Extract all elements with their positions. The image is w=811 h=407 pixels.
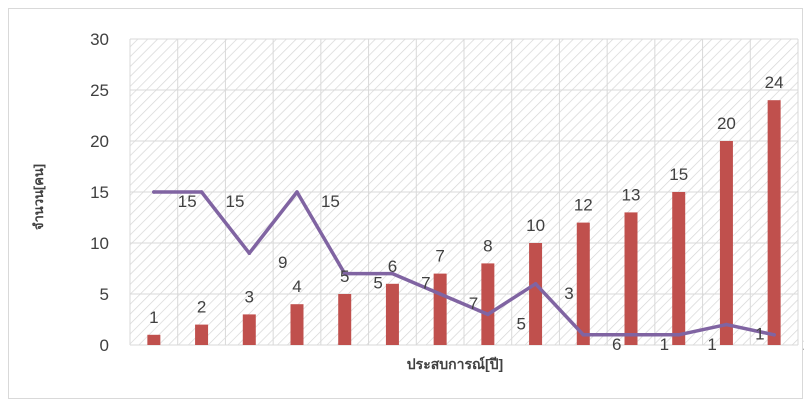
bar-data-label: 8 [483, 236, 492, 255]
line-data-label: 3 [564, 284, 573, 303]
bar [195, 324, 209, 345]
line-point [629, 333, 633, 337]
bar-data-label: 13 [622, 185, 641, 204]
bar [147, 334, 161, 345]
line-data-label: 6 [612, 335, 621, 354]
line-data-label: 2 [803, 335, 804, 354]
bar [290, 304, 304, 345]
line-data-label: 15 [226, 192, 245, 211]
line-data-label: 15 [178, 192, 197, 211]
line-point [152, 190, 156, 194]
bar [719, 141, 733, 345]
line-point [342, 271, 347, 276]
line-point [581, 333, 586, 337]
bar-data-label: 4 [292, 277, 301, 296]
chart-frame: 0 5 10 15 20 25 30 1 2 3 4 5 6 7 8 10 12 13 15 20 24 15 15 9 1… [8, 8, 811, 399]
line-point [295, 190, 299, 194]
line-series [152, 190, 776, 337]
bar [481, 263, 495, 345]
bar [242, 314, 256, 345]
line-point [390, 271, 395, 276]
line-data-label: 7 [469, 294, 478, 313]
y-tick-label: 20 [90, 132, 109, 151]
bar-data-label: 1 [149, 308, 158, 327]
line-point [438, 292, 442, 296]
line-data-label: 15 [321, 192, 340, 211]
line-data-labels: 151591557753611121 [178, 192, 811, 354]
bar-data-label: 2 [197, 298, 206, 317]
y-tick-label: 0 [100, 336, 109, 355]
bar-data-label: 7 [435, 247, 444, 266]
y-tick-label: 10 [90, 234, 109, 253]
y-tick-label: 30 [90, 30, 109, 49]
bar [385, 283, 399, 345]
line-data-label: 7 [421, 274, 430, 293]
line-data-label: 9 [278, 253, 287, 272]
bar-data-label: 20 [717, 114, 736, 133]
line-point [199, 190, 204, 194]
line-point [676, 333, 681, 337]
line-data-label: 1 [755, 325, 764, 344]
bar-data-label: 24 [765, 73, 784, 92]
line-data-label: 1 [707, 335, 716, 354]
bar [433, 273, 447, 345]
bar [672, 192, 686, 345]
bar-data-label: 3 [245, 287, 254, 306]
bar-data-label: 15 [669, 165, 688, 184]
line-data-label: 5 [373, 274, 382, 293]
bar [338, 294, 352, 345]
line-point [486, 312, 490, 317]
y-axis-ticks: 0 5 10 15 20 25 30 [90, 30, 109, 355]
y-axis-title: จำนวน[คน] [31, 164, 46, 230]
y-tick-label: 5 [100, 285, 109, 304]
bar [576, 222, 590, 345]
bar-data-label: 12 [574, 196, 593, 215]
x-axis-title: ประสบการณ์[ปี] [407, 356, 503, 372]
bar-data-label: 6 [388, 257, 397, 276]
y-tick-label: 15 [90, 183, 109, 202]
y-tick-label: 25 [90, 81, 109, 100]
bar [767, 100, 781, 345]
bar-data-label: 10 [526, 216, 545, 235]
line-point [772, 333, 776, 337]
line-point [533, 282, 538, 286]
bar [624, 212, 638, 345]
line-data-label: 5 [517, 314, 526, 333]
bar-data-label: 5 [340, 267, 349, 286]
bar-series [147, 100, 781, 345]
line-point [247, 251, 252, 255]
bar [529, 243, 543, 345]
line-point [724, 322, 729, 327]
line-data-label: 1 [660, 335, 669, 354]
line-path [152, 190, 776, 337]
